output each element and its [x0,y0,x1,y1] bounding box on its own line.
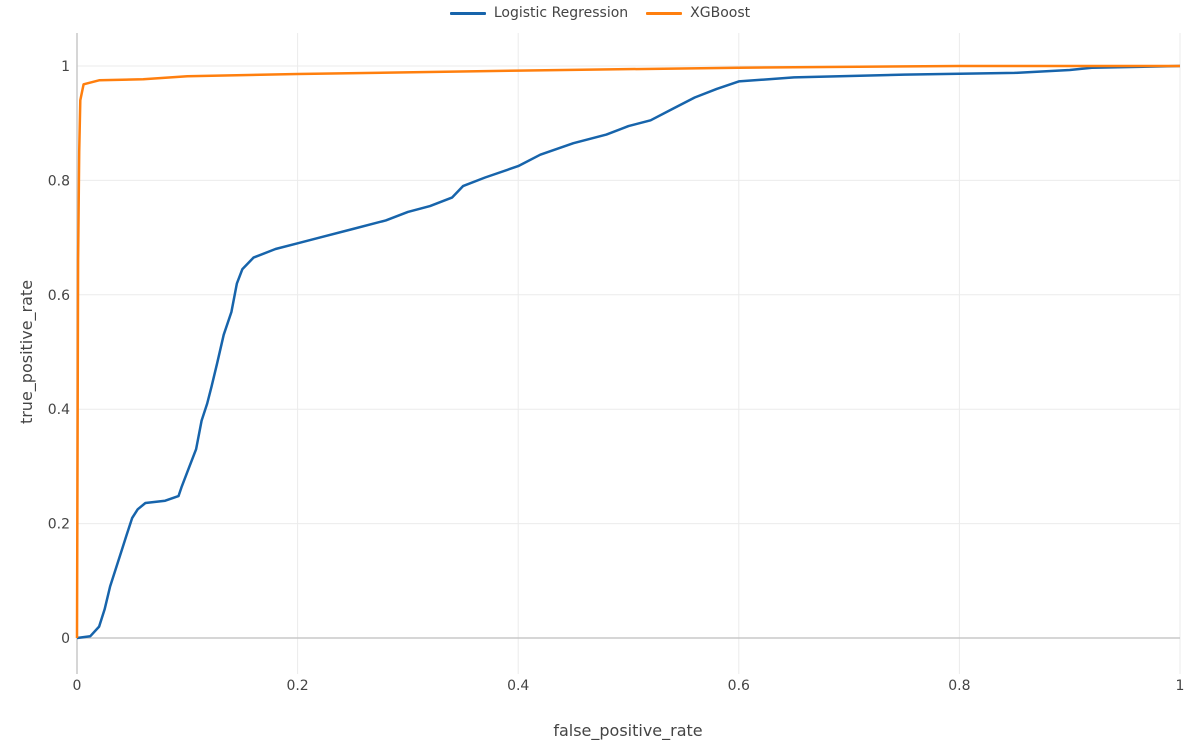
y-tick-label: 0 [61,631,70,647]
y-tick-label: 0.6 [48,288,70,304]
legend-item-xgboost[interactable]: XGBoost [646,5,750,21]
x-tick-label: 0.6 [728,678,750,694]
legend: Logistic Regression XGBoost [0,5,1200,21]
x-tick-label: 0.4 [507,678,529,694]
x-tick-label: 0.8 [948,678,970,694]
y-tick-label: 0.2 [48,517,70,533]
series-logistic-regression[interactable] [76,64,1181,640]
legend-label: Logistic Regression [493,5,629,21]
x-tick-label: 0.2 [286,678,308,694]
y-tick-label: 1 [61,59,70,75]
x-axis-title: false_positive_rate [553,721,702,741]
plot-area[interactable] [75,64,1181,640]
series-xgboost[interactable] [75,64,1180,639]
x-tick-label: 0 [73,678,82,694]
y-axis-title: true_positive_rate [17,280,37,424]
legend-label: XGBoost [690,5,751,21]
legend-swatch-logistic-regression [449,11,486,15]
gridlines [77,33,1181,674]
y-tick-label: 0.4 [48,402,70,418]
legend-swatch-xgboost [646,11,683,15]
legend-item-logistic-regression[interactable]: Logistic Regression [449,5,629,21]
x-tick-label: 1 [1176,678,1185,694]
y-tick-label: 0.8 [48,173,70,189]
